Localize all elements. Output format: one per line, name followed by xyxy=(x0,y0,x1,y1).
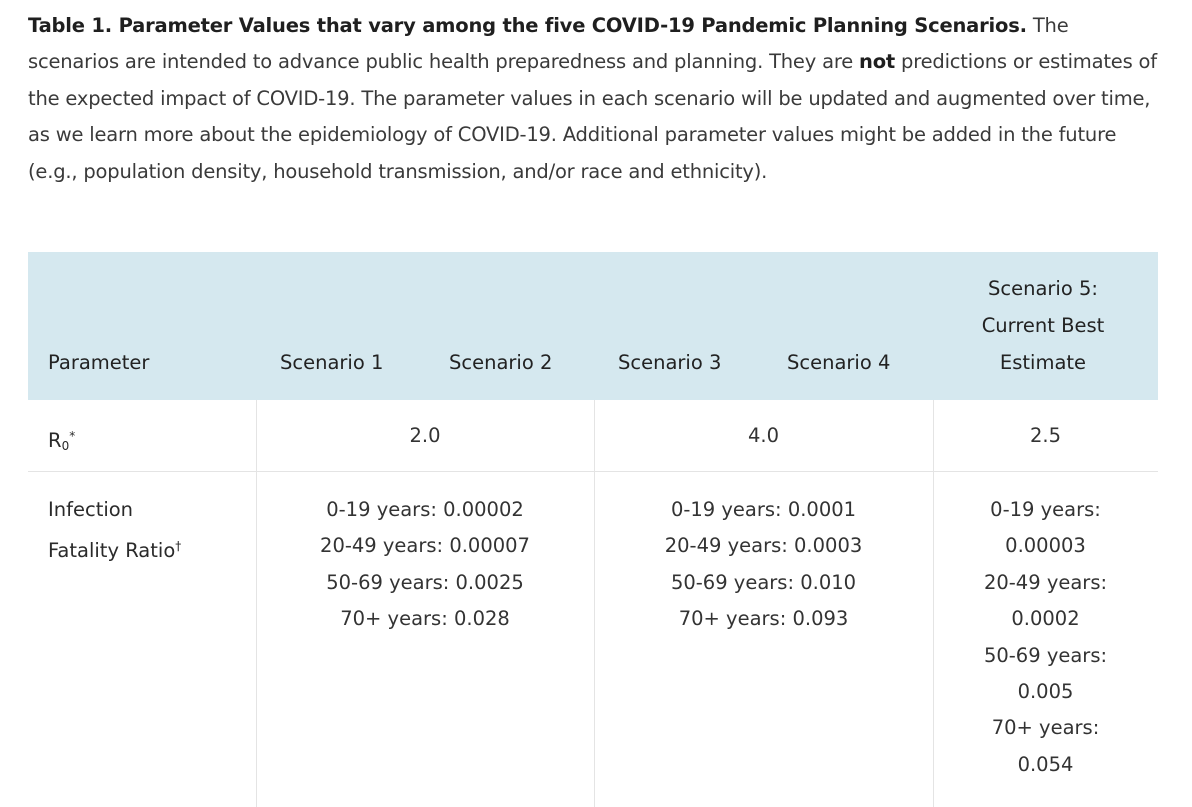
column-divider-3 xyxy=(933,400,934,807)
table-title: Table 1. Parameter Values that vary amon… xyxy=(28,14,1027,37)
ifr-s5-line: 50-69 years: xyxy=(983,643,1108,667)
ifr-label-line-2-text: Fatality Ratio xyxy=(48,539,176,563)
ifr-s34-line: 50-69 years: 0.010 xyxy=(670,570,857,594)
ifr-s34-line: 20-49 years: 0.0003 xyxy=(664,534,863,558)
ifr-s12-line: 50-69 years: 0.0025 xyxy=(326,570,524,594)
header-scenario-5-line-3: Estimate xyxy=(999,351,1087,374)
ifr-scenarios-1-2: 0-19 years: 0.00002 20-49 years: 0.00007… xyxy=(256,492,594,638)
row-divider-1 xyxy=(28,471,1158,472)
ifr-label-line-2: Fatality Ratio† xyxy=(48,528,181,569)
header-scenario-1: Scenario 1 xyxy=(280,351,384,374)
ifr-s12-line: 20-49 years: 0.00007 xyxy=(320,534,530,558)
ifr-s34-line: 0-19 years: 0.0001 xyxy=(670,498,857,521)
r0-scenarios-3-4: 4.0 xyxy=(747,424,779,447)
caption-text-1: The scenarios are intended to advance pu… xyxy=(28,14,1069,74)
ifr-s5-line: 0.00003 xyxy=(1005,534,1086,558)
caption-text-2: predictions or estimates of the expected… xyxy=(28,50,1157,183)
caption-bold-word: not xyxy=(859,50,896,74)
header-scenario-5-line-2: Current Best xyxy=(981,314,1105,337)
r0-label: R0* xyxy=(48,418,75,464)
ifr-s5-line: 0.0002 xyxy=(1011,607,1080,631)
ifr-s12-line: 70+ years: 0.028 xyxy=(340,607,510,631)
header-scenario-4: Scenario 4 xyxy=(787,351,891,374)
header-parameter: Parameter xyxy=(48,351,150,374)
ifr-s5-line: 0.005 xyxy=(1017,680,1074,704)
r0-label-main: R xyxy=(48,429,62,452)
column-divider-2 xyxy=(594,400,595,807)
ifr-s5-line: 0-19 years: xyxy=(990,498,1101,521)
ifr-label-line-1: Infection xyxy=(48,498,134,521)
ifr-scenarios-3-4: 0-19 years: 0.0001 20-49 years: 0.0003 5… xyxy=(594,492,933,638)
table-header-row: Parameter Scenario 1 Scenario 2 Scenario… xyxy=(28,252,1158,400)
ifr-label-mark: † xyxy=(175,539,182,554)
header-scenario-2: Scenario 2 xyxy=(449,351,553,374)
r0-label-subscript: 0 xyxy=(61,439,70,453)
ifr-scenario-5: 0-19 years: 0.00003 20-49 years: 0.0002 … xyxy=(933,492,1158,783)
r0-scenarios-1-2: 2.0 xyxy=(409,424,441,447)
r0-scenario-5: 2.5 xyxy=(1029,424,1061,447)
header-scenario-3: Scenario 3 xyxy=(618,351,722,374)
header-scenario-5: Scenario 5: Current Best Estimate xyxy=(933,270,1153,381)
ifr-s12-line: 0-19 years: 0.00002 xyxy=(326,498,524,521)
table-caption: Table 1. Parameter Values that vary amon… xyxy=(28,8,1158,190)
ifr-s5-line: 0.054 xyxy=(1017,752,1074,776)
r0-label-mark: * xyxy=(69,429,76,443)
parameter-table: Parameter Scenario 1 Scenario 2 Scenario… xyxy=(28,252,1158,807)
ifr-s5-line: 70+ years: xyxy=(991,716,1100,740)
header-scenario-5-line-1: Scenario 5: xyxy=(988,277,1098,300)
ifr-s5-line: 20-49 years: xyxy=(983,570,1108,594)
ifr-label: Infection Fatality Ratio† xyxy=(48,492,181,570)
ifr-s34-line: 70+ years: 0.093 xyxy=(678,607,849,631)
column-divider-1 xyxy=(256,400,257,807)
